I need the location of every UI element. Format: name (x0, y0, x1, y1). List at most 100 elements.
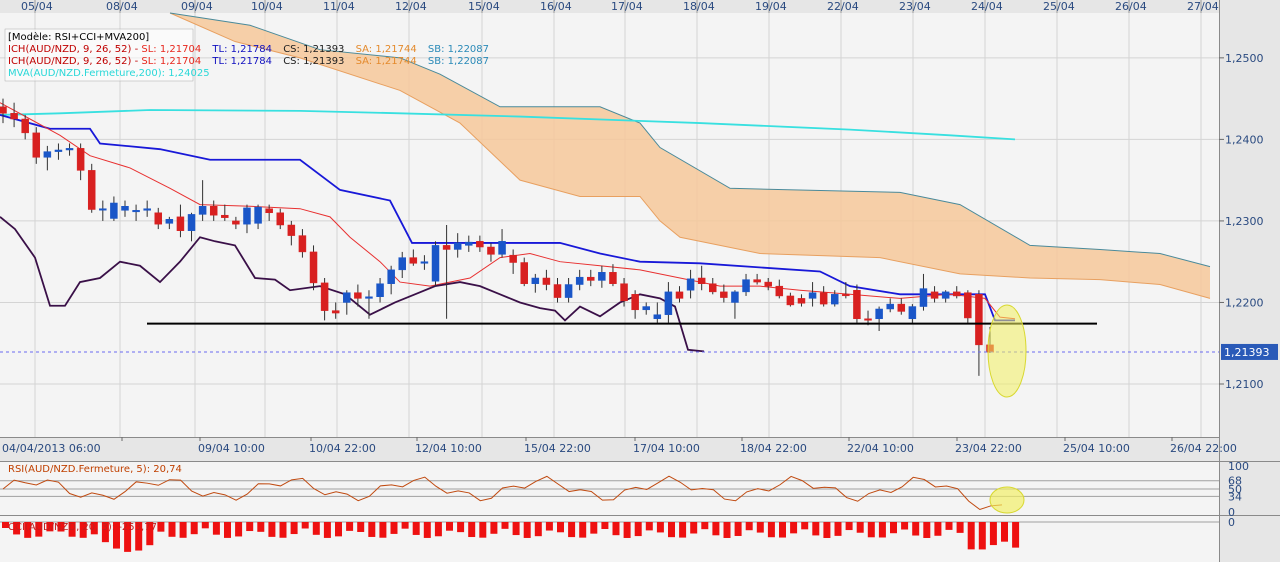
candle-bearish (553, 284, 562, 298)
cci-bar (57, 522, 65, 532)
cci-bar (690, 522, 698, 534)
cci-bar (756, 522, 764, 533)
candle-bearish (309, 251, 318, 284)
cci-bar (335, 522, 342, 537)
price-tick-label: 1,2400 (1225, 133, 1264, 146)
candle-bearish (287, 224, 296, 236)
cci-bar (534, 522, 542, 537)
cci-bar (989, 522, 997, 546)
cci-bar (101, 522, 109, 543)
candle-bullish (143, 208, 151, 211)
candle-bearish (354, 292, 362, 299)
candle-bearish (720, 291, 728, 298)
candle-bearish (819, 292, 828, 305)
cci-bar (867, 522, 875, 538)
ichimoku-2-sa: SA: 1,21744 (356, 56, 417, 67)
cci-bar (812, 522, 820, 536)
top-date-label: 25/04 (1043, 0, 1075, 13)
cci-bar (656, 522, 664, 533)
bottom-date-label: 12/04 10:00 (415, 442, 482, 455)
cci-bar (557, 522, 564, 533)
rsi-tick-label: 68 (1228, 475, 1242, 488)
cci-bar (268, 522, 276, 537)
cci-bar (224, 522, 231, 538)
candle-bullish (254, 206, 262, 224)
ichimoku-1-sl: SL: 1,21704 (141, 44, 201, 55)
top-date-label: 23/04 (899, 0, 931, 13)
mva200-line (0, 109, 1016, 141)
candle-bearish (853, 289, 861, 320)
cci-bar (124, 522, 132, 552)
cci-bar (312, 522, 320, 535)
candle-bullish (653, 314, 662, 320)
ichimoku-1-sa: SA: 1,21744 (356, 44, 417, 55)
cci-bar (745, 522, 753, 531)
candle-bullish (343, 292, 351, 303)
candle-bearish (298, 235, 307, 253)
candle-bearish (176, 216, 185, 231)
cci-bar (878, 522, 886, 538)
legend-ichimoku-2: ICH(AUD/NZD, 9, 26, 52) - SL: 1,21704 TL… (8, 56, 489, 67)
cci-bar (634, 522, 642, 537)
cci-bar (945, 522, 953, 530)
cci-bar (46, 522, 54, 532)
cci-bar (512, 522, 520, 536)
cci-bar (412, 522, 420, 535)
ichimoku-cloud (170, 13, 1210, 299)
cci-bar (956, 522, 964, 533)
top-date-label: 27/04 (1187, 0, 1219, 13)
highlight-ellipse (987, 304, 1027, 398)
candle-bullish (165, 219, 174, 224)
candle-bullish (99, 208, 107, 211)
cci-bar (701, 522, 709, 530)
candle-bearish (331, 310, 340, 314)
top-date-label: 09/04 (181, 0, 213, 13)
legend-model: [Modèle: RSI+CCI+MVA200] (8, 31, 149, 43)
cci-bar (290, 522, 298, 535)
cci-bar (346, 522, 354, 531)
rsi-panel (0, 461, 1219, 515)
cci-bar (590, 522, 598, 534)
candle-bearish (609, 272, 617, 284)
candle-bullish (742, 279, 750, 293)
candle-bullish (121, 205, 129, 211)
rsi-highlight-ellipse (989, 486, 1025, 514)
candle-bearish (675, 291, 684, 299)
cci-bar (2, 522, 9, 528)
cci-bar (479, 522, 487, 538)
bottom-date-label: 09/04 10:00 (198, 442, 265, 455)
tenkan-line (0, 114, 1015, 322)
cci-bar (179, 522, 187, 538)
cci-bar (1001, 522, 1008, 542)
cci-bar (834, 522, 842, 536)
top-date-label: 18/04 (683, 0, 715, 13)
candle-bullish (731, 291, 739, 303)
candle-bearish (842, 294, 850, 297)
cci-bar (790, 522, 798, 534)
candle-bearish (265, 208, 273, 214)
candle-bearish (209, 205, 218, 216)
cci-bar (501, 522, 509, 529)
candle-bearish (897, 303, 906, 312)
cci-bar (212, 522, 220, 535)
current-price-box (1221, 343, 1278, 360)
candle-bearish (930, 291, 939, 299)
cci-bar (545, 522, 553, 531)
top-date-label: 24/04 (971, 0, 1003, 13)
legend-ichimoku-1: ICH(AUD/NZD, 9, 26, 52) - SL: 1,21704 TL… (8, 44, 489, 55)
candle-bullish (110, 202, 118, 219)
top-date-label: 22/04 (827, 0, 859, 13)
price-axis-panel (1219, 0, 1280, 562)
candle-bullish (465, 241, 473, 246)
candle-bullish (664, 291, 673, 315)
cci-bar (401, 522, 409, 529)
candle-bearish (775, 285, 784, 297)
candle-bullish (43, 151, 52, 158)
current-price-label: 1,21393 (1224, 346, 1270, 359)
cci-bar (801, 522, 809, 530)
cci-bar (423, 522, 431, 538)
candle-bearish (320, 282, 329, 311)
candle-bullish (808, 292, 817, 299)
cci-bar (712, 522, 720, 536)
ichimoku-1-tl: TL: 1,21784 (211, 44, 272, 55)
